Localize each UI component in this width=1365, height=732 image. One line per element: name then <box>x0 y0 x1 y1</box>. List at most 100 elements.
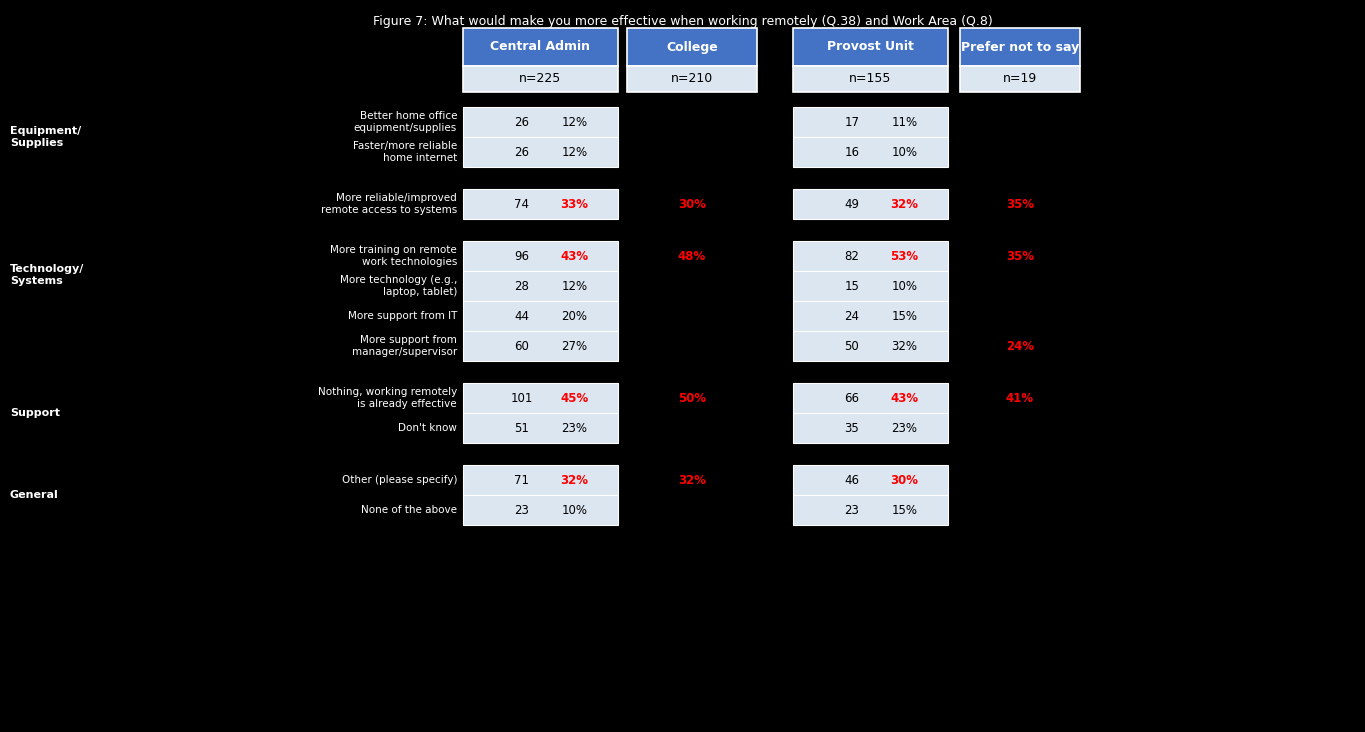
Text: 35%: 35% <box>1006 250 1035 263</box>
Text: 32%: 32% <box>890 198 919 211</box>
Text: More training on remote
work technologies: More training on remote work technologie… <box>330 244 457 267</box>
Text: 10%: 10% <box>891 280 917 293</box>
Bar <box>463 331 618 361</box>
Bar <box>627 66 758 92</box>
Text: 96: 96 <box>515 250 530 263</box>
Text: 15: 15 <box>845 280 860 293</box>
Bar <box>627 28 758 66</box>
Text: 27%: 27% <box>561 340 588 353</box>
Text: 35%: 35% <box>1006 198 1035 211</box>
Bar <box>463 28 618 66</box>
Text: 82: 82 <box>845 250 860 263</box>
Bar <box>463 189 618 219</box>
Text: Don't know: Don't know <box>399 423 457 433</box>
Text: Faster/more reliable
home internet: Faster/more reliable home internet <box>352 141 457 163</box>
Text: 15%: 15% <box>891 504 917 517</box>
Text: Nothing, working remotely
is already effective: Nothing, working remotely is already eff… <box>318 386 457 409</box>
Text: 45%: 45% <box>561 392 588 405</box>
Text: 48%: 48% <box>678 250 706 263</box>
Text: 23%: 23% <box>561 422 587 435</box>
Text: 53%: 53% <box>890 250 919 263</box>
Text: 33%: 33% <box>561 198 588 211</box>
Text: Provost Unit: Provost Unit <box>827 40 915 53</box>
Bar <box>793 495 949 525</box>
Bar <box>793 137 949 167</box>
Bar <box>463 241 618 271</box>
Text: 23: 23 <box>515 504 530 517</box>
Bar <box>793 107 949 137</box>
Text: 28: 28 <box>515 280 530 293</box>
Text: 50: 50 <box>845 340 860 353</box>
Text: Equipment/
Supplies: Equipment/ Supplies <box>10 126 82 148</box>
Text: n=210: n=210 <box>670 72 713 86</box>
Text: Support: Support <box>10 408 60 418</box>
Text: Prefer not to say: Prefer not to say <box>961 40 1080 53</box>
Text: 17: 17 <box>845 116 860 129</box>
Text: Central Admin: Central Admin <box>490 40 591 53</box>
Text: Better home office
equipment/supplies: Better home office equipment/supplies <box>354 111 457 133</box>
Text: More support from IT: More support from IT <box>348 311 457 321</box>
Bar <box>463 66 618 92</box>
Text: 32%: 32% <box>678 474 706 487</box>
Text: None of the above: None of the above <box>360 505 457 515</box>
Bar <box>793 271 949 301</box>
Text: 20%: 20% <box>561 310 587 323</box>
Text: 30%: 30% <box>678 198 706 211</box>
Bar <box>793 331 949 361</box>
Text: 12%: 12% <box>561 280 588 293</box>
Text: 49: 49 <box>845 198 860 211</box>
Text: 30%: 30% <box>890 474 919 487</box>
Bar <box>463 271 618 301</box>
Bar <box>463 107 618 137</box>
Text: More technology (e.g.,
laptop, tablet): More technology (e.g., laptop, tablet) <box>340 274 457 297</box>
Bar <box>793 301 949 331</box>
Bar <box>463 137 618 167</box>
Text: 10%: 10% <box>891 146 917 159</box>
Text: Figure 7: What would make you more effective when working remotely (Q.38) and Wo: Figure 7: What would make you more effec… <box>373 15 992 28</box>
Text: 43%: 43% <box>561 250 588 263</box>
Text: 23: 23 <box>845 504 860 517</box>
Bar <box>793 66 949 92</box>
Text: Other (please specify): Other (please specify) <box>341 475 457 485</box>
Text: 43%: 43% <box>890 392 919 405</box>
Text: 26: 26 <box>515 146 530 159</box>
Text: General: General <box>10 490 59 500</box>
Text: 24: 24 <box>845 310 860 323</box>
Bar <box>793 189 949 219</box>
Text: 23%: 23% <box>891 422 917 435</box>
Text: n=225: n=225 <box>519 72 561 86</box>
Text: 24%: 24% <box>1006 340 1035 353</box>
Text: 46: 46 <box>845 474 860 487</box>
Bar <box>960 28 1080 66</box>
Text: 74: 74 <box>515 198 530 211</box>
Text: n=19: n=19 <box>1003 72 1037 86</box>
Text: 16: 16 <box>845 146 860 159</box>
Bar <box>793 413 949 443</box>
Text: 50%: 50% <box>678 392 706 405</box>
Bar <box>793 28 949 66</box>
Text: Technology/
Systems: Technology/ Systems <box>10 264 85 286</box>
Bar <box>793 241 949 271</box>
Text: 12%: 12% <box>561 116 588 129</box>
Text: 12%: 12% <box>561 146 588 159</box>
Text: 26: 26 <box>515 116 530 129</box>
Text: More reliable/improved
remote access to systems: More reliable/improved remote access to … <box>321 193 457 215</box>
Bar <box>960 66 1080 92</box>
Text: 15%: 15% <box>891 310 917 323</box>
Text: 35: 35 <box>845 422 860 435</box>
Bar <box>463 301 618 331</box>
Text: 101: 101 <box>511 392 534 405</box>
Text: 66: 66 <box>845 392 860 405</box>
Text: 10%: 10% <box>561 504 587 517</box>
Text: 60: 60 <box>515 340 530 353</box>
Text: 44: 44 <box>515 310 530 323</box>
Text: 32%: 32% <box>561 474 588 487</box>
Text: College: College <box>666 40 718 53</box>
Text: 51: 51 <box>515 422 530 435</box>
Text: n=155: n=155 <box>849 72 891 86</box>
Text: 41%: 41% <box>1006 392 1035 405</box>
Bar <box>793 383 949 413</box>
Bar <box>463 495 618 525</box>
Bar <box>463 383 618 413</box>
Bar <box>463 413 618 443</box>
